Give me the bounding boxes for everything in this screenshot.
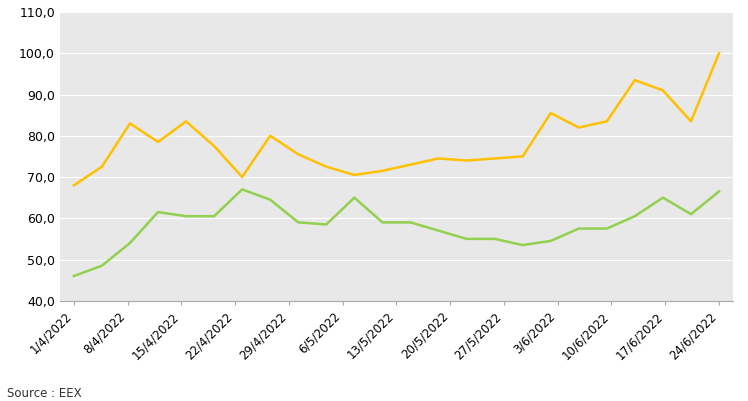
Cal 2024 <box>490 237 499 241</box>
Cal 2023 <box>182 119 191 124</box>
Cal 2024 <box>602 226 611 231</box>
Cal 2024 <box>631 214 640 219</box>
Cal 2024 <box>658 195 667 200</box>
Cal 2023 <box>434 156 443 161</box>
Cal 2023 <box>546 111 555 115</box>
Cal 2023 <box>490 156 499 161</box>
Cal 2023 <box>126 121 135 126</box>
Cal 2023 <box>602 119 611 124</box>
Cal 2024 <box>687 212 696 217</box>
Cal 2023 <box>97 164 106 169</box>
Cal 2024 <box>574 226 583 231</box>
Cal 2023 <box>714 51 723 56</box>
Cal 2023 <box>238 174 247 179</box>
Cal 2023 <box>378 168 387 173</box>
Cal 2024 <box>378 220 387 225</box>
Cal 2024 <box>126 241 135 245</box>
Cal 2024 <box>266 197 275 202</box>
Cal 2023 <box>631 78 640 83</box>
Cal 2024 <box>462 237 471 241</box>
Text: Source : EEX: Source : EEX <box>7 387 82 400</box>
Cal 2023 <box>70 183 79 188</box>
Cal 2024 <box>350 195 359 200</box>
Cal 2023 <box>153 140 162 144</box>
Cal 2023 <box>658 88 667 93</box>
Cal 2024 <box>518 243 527 247</box>
Cal 2024 <box>153 210 162 215</box>
Cal 2024 <box>434 228 443 233</box>
Cal 2024 <box>294 220 303 225</box>
Cal 2024 <box>714 189 723 194</box>
Cal 2024 <box>209 214 218 219</box>
Cal 2023 <box>266 134 275 138</box>
Cal 2023 <box>518 154 527 159</box>
Cal 2023 <box>687 119 696 124</box>
Cal 2024 <box>406 220 415 225</box>
Line: Cal 2023: Cal 2023 <box>74 53 719 185</box>
Cal 2024 <box>546 239 555 243</box>
Cal 2024 <box>70 273 79 278</box>
Line: Cal 2024: Cal 2024 <box>74 189 719 276</box>
Cal 2023 <box>209 144 218 148</box>
Cal 2024 <box>238 187 247 192</box>
Cal 2023 <box>462 158 471 163</box>
Cal 2023 <box>350 172 359 177</box>
Cal 2023 <box>294 152 303 157</box>
Cal 2024 <box>322 222 331 227</box>
Cal 2024 <box>182 214 191 219</box>
Cal 2023 <box>574 125 583 130</box>
Cal 2023 <box>322 164 331 169</box>
Cal 2024 <box>97 263 106 268</box>
Cal 2023 <box>406 162 415 167</box>
